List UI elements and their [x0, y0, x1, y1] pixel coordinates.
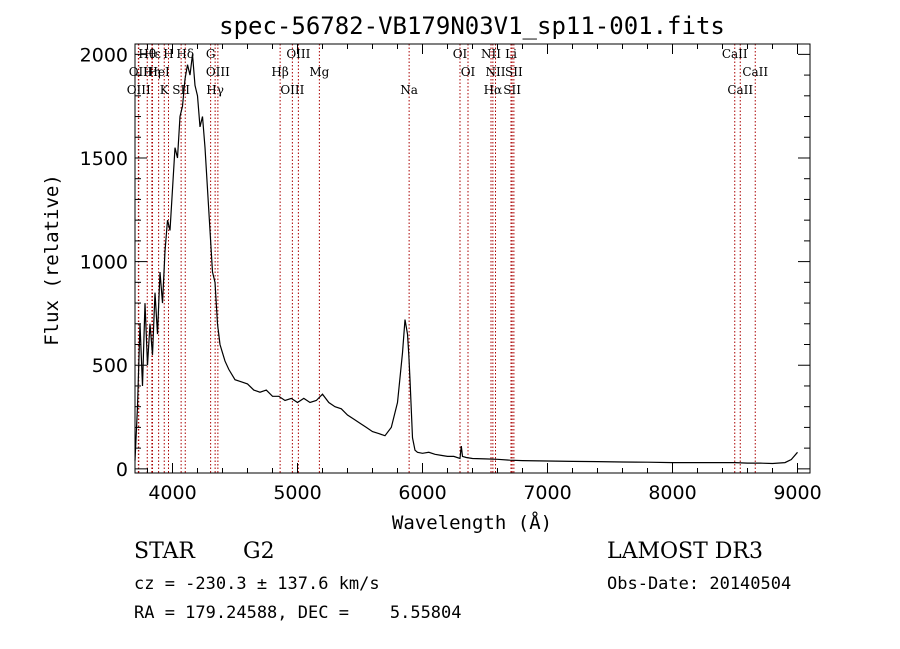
x-tick-label: 4000: [148, 482, 196, 504]
line-mark-label: Hβ: [271, 65, 288, 79]
line-mark-label: Hδ: [176, 47, 194, 61]
spectral-line-marks: [137, 44, 756, 473]
spectral-line-labels: HθOIIOIIIHεHηKHHeISIIHδOIIIHγGHβOIIIOIII…: [127, 47, 769, 97]
axes-ticks: 4000 5000 6000 7000 8000 9000 0 500 1000 1500 2000: [80, 44, 822, 504]
x-tick-label: 8000: [648, 482, 696, 504]
line-mark-label: OIII: [280, 83, 304, 97]
line-mark-label: OIII: [206, 65, 230, 79]
object-subclass: G2: [243, 539, 275, 564]
line-mark-label: Hη: [143, 65, 161, 79]
line-mark-label: SII: [503, 83, 521, 97]
line-mark-label: OIII: [286, 47, 310, 61]
y-tick-label: 1500: [80, 148, 128, 170]
line-mark-label: SII: [172, 83, 190, 97]
x-tick-label: 6000: [398, 482, 446, 504]
line-mark-label: Hθ: [138, 47, 156, 61]
y-tick-label: 500: [92, 355, 128, 377]
line-mark-label: Hγ: [206, 83, 224, 97]
line-mark-label: Na: [400, 83, 418, 97]
coordinates-text: RA = 179.24588, DEC = 5.55804: [134, 603, 462, 623]
redshift-text: cz = -230.3 ± 137.6 km/s: [134, 574, 380, 594]
line-mark-label: OII: [129, 65, 149, 79]
line-mark-label: OI: [453, 47, 468, 61]
line-mark-label: OIII: [127, 83, 151, 97]
line-mark-label: K: [160, 83, 170, 97]
line-mark-label: Hε: [144, 47, 161, 61]
x-tick-label: 7000: [523, 482, 571, 504]
y-axis-label: Flux (relative): [41, 174, 63, 346]
line-mark-label: Mg: [309, 65, 329, 79]
line-mark-label: Li: [505, 47, 517, 61]
line-mark-label: H: [163, 47, 173, 61]
y-tick-label: 1000: [80, 252, 128, 274]
line-mark-label: OI: [461, 65, 476, 79]
line-mark-label: G: [206, 47, 216, 61]
line-mark-label: CaII: [727, 83, 753, 97]
x-tick-label: 9000: [773, 482, 821, 504]
obs-date-text: Obs-Date: 20140504: [607, 574, 792, 594]
plot-frame: [134, 43, 811, 474]
y-tick-label: 0: [116, 459, 128, 481]
x-tick-label: 5000: [273, 482, 321, 504]
x-axis-label: Wavelength (Å): [392, 511, 552, 534]
line-mark-label: NII: [481, 47, 501, 61]
spectrum-line: [134, 54, 798, 465]
line-mark-label: SII: [505, 65, 523, 79]
object-class: STAR: [134, 539, 195, 564]
y-tick-label: 2000: [80, 44, 128, 66]
survey-label: LAMOST DR3: [607, 539, 763, 564]
line-mark-label: HeI: [147, 65, 170, 79]
line-mark-label: CaII: [722, 47, 748, 61]
line-mark-label: Hα: [484, 83, 503, 97]
line-mark-label: CaII: [742, 65, 768, 79]
chart-title: spec-56782-VB179N03V1_sp11-001.fits: [219, 12, 725, 40]
line-mark-label: NII: [486, 65, 506, 79]
